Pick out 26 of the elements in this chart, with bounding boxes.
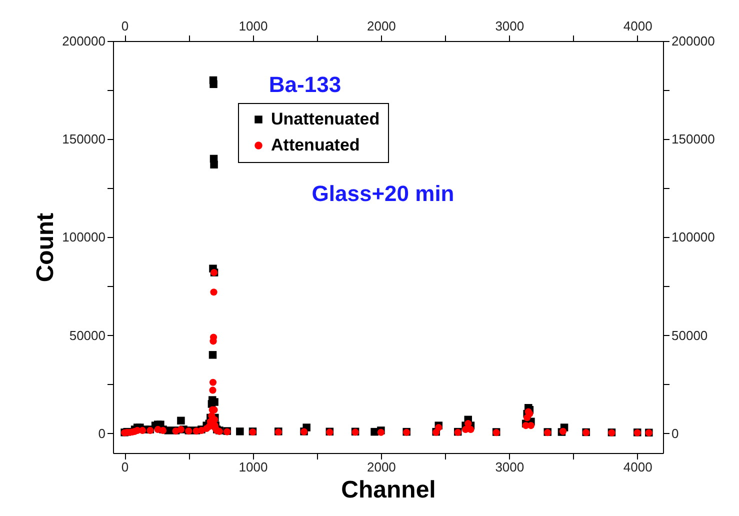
y2-tick-label: 0 — [672, 426, 679, 441]
y-tick-label: 100000 — [62, 230, 106, 245]
y-tick-label: 50000 — [69, 328, 106, 343]
x2-tick-label: 3000 — [495, 18, 524, 34]
y-tick-label: 150000 — [62, 132, 106, 147]
y2-tick-label: 100000 — [672, 230, 715, 245]
x-tick-label: 4000 — [623, 460, 652, 474]
x2-tick-label: 2000 — [366, 18, 396, 34]
x-tick-label: 0 — [121, 460, 129, 474]
x-axis-title: Channel — [341, 476, 436, 504]
y-axis-title: Count — [32, 212, 60, 282]
y-tick-label: 200000 — [62, 34, 106, 48]
legend-label: Unattenuated — [271, 110, 380, 128]
y-tick-label: 0 — [98, 426, 106, 441]
y2-tick-label: 150000 — [672, 132, 715, 147]
x2-tick-label: 4000 — [623, 18, 652, 34]
annotation: Glass+20 min — [312, 181, 454, 206]
y2-tick-label: 50000 — [672, 328, 708, 343]
x2-tick-label: 0 — [121, 18, 129, 34]
y2-tick-label: 200000 — [672, 34, 715, 48]
x-tick-label: 1000 — [238, 460, 268, 474]
legend-label: Attenuated — [271, 136, 360, 154]
annotation: Ba-133 — [268, 72, 342, 97]
x-tick-label: 2000 — [366, 460, 396, 474]
x2-tick-label: 1000 — [238, 18, 268, 34]
x-tick-label: 3000 — [495, 460, 524, 474]
